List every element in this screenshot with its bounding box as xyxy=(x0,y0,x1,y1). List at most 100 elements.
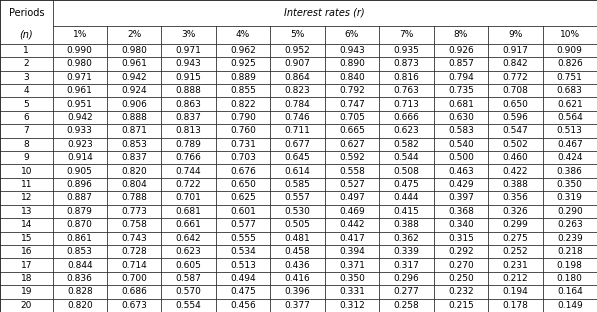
Text: 9%: 9% xyxy=(508,30,522,39)
Text: 18: 18 xyxy=(20,274,32,283)
Text: 0.952: 0.952 xyxy=(285,46,310,55)
Text: 0.943: 0.943 xyxy=(176,59,202,68)
Bar xyxy=(0,218,53,232)
Text: 0.666: 0.666 xyxy=(393,113,419,122)
Bar xyxy=(53,245,107,258)
Bar xyxy=(488,26,543,44)
Bar xyxy=(433,44,488,57)
Bar xyxy=(216,97,270,111)
Bar xyxy=(325,84,379,97)
Bar xyxy=(161,191,216,205)
Bar xyxy=(107,44,161,57)
Bar xyxy=(53,71,107,84)
Bar xyxy=(325,232,379,245)
Text: 0.888: 0.888 xyxy=(121,113,147,122)
Bar xyxy=(53,84,107,97)
Text: 0.879: 0.879 xyxy=(67,207,93,216)
Bar xyxy=(216,57,270,71)
Text: 0.534: 0.534 xyxy=(230,247,256,256)
Bar xyxy=(488,205,543,218)
Text: 0.505: 0.505 xyxy=(285,220,310,229)
Bar xyxy=(379,26,433,44)
Bar xyxy=(161,205,216,218)
Bar xyxy=(161,258,216,272)
Text: 0.713: 0.713 xyxy=(393,100,419,109)
Text: 0.772: 0.772 xyxy=(503,73,528,82)
Bar xyxy=(161,26,216,44)
Bar xyxy=(325,191,379,205)
Bar xyxy=(216,245,270,258)
Bar xyxy=(0,0,53,44)
Text: 0.475: 0.475 xyxy=(393,180,419,189)
Bar xyxy=(433,191,488,205)
Text: 0.415: 0.415 xyxy=(393,207,419,216)
Text: 0.198: 0.198 xyxy=(557,261,583,270)
Text: 0.917: 0.917 xyxy=(503,46,528,55)
Text: 0.614: 0.614 xyxy=(285,167,310,176)
Bar xyxy=(433,84,488,97)
Text: (n): (n) xyxy=(20,30,33,40)
Bar xyxy=(433,151,488,164)
Bar xyxy=(433,138,488,151)
Text: 14: 14 xyxy=(20,220,32,229)
Text: 0.840: 0.840 xyxy=(339,73,365,82)
Bar xyxy=(325,205,379,218)
Bar xyxy=(53,178,107,191)
Text: 16: 16 xyxy=(20,247,32,256)
Text: 0.275: 0.275 xyxy=(503,234,528,243)
Text: 0.312: 0.312 xyxy=(339,301,365,310)
Text: 0.362: 0.362 xyxy=(393,234,419,243)
Text: 8%: 8% xyxy=(454,30,468,39)
Text: 0.760: 0.760 xyxy=(230,126,256,135)
Text: 2: 2 xyxy=(23,59,29,68)
Text: 0.788: 0.788 xyxy=(121,193,147,202)
Text: 0.212: 0.212 xyxy=(503,274,528,283)
Text: 0.270: 0.270 xyxy=(448,261,474,270)
Bar xyxy=(270,258,325,272)
Text: 0.905: 0.905 xyxy=(67,167,93,176)
Text: 0.813: 0.813 xyxy=(176,126,202,135)
Text: 0.961: 0.961 xyxy=(67,86,93,95)
Bar xyxy=(379,232,433,245)
Bar xyxy=(433,178,488,191)
Text: 0.469: 0.469 xyxy=(339,207,365,216)
Text: 0.371: 0.371 xyxy=(339,261,365,270)
Bar xyxy=(161,124,216,138)
Bar xyxy=(379,138,433,151)
Text: 0.943: 0.943 xyxy=(339,46,365,55)
Text: 0.743: 0.743 xyxy=(121,234,147,243)
Text: 0.627: 0.627 xyxy=(339,140,365,149)
Bar xyxy=(270,151,325,164)
Bar xyxy=(270,285,325,299)
Bar xyxy=(53,44,107,57)
Bar xyxy=(325,178,379,191)
Text: 0.570: 0.570 xyxy=(176,287,202,296)
Text: 0.735: 0.735 xyxy=(448,86,474,95)
Text: 0.873: 0.873 xyxy=(393,59,419,68)
Bar xyxy=(543,272,597,285)
Bar xyxy=(161,285,216,299)
Bar xyxy=(488,218,543,232)
Text: 0.681: 0.681 xyxy=(176,207,202,216)
Text: 0.871: 0.871 xyxy=(121,126,147,135)
Text: 0.887: 0.887 xyxy=(67,193,93,202)
Text: 0.728: 0.728 xyxy=(121,247,147,256)
Text: 8: 8 xyxy=(23,140,29,149)
Text: 0.686: 0.686 xyxy=(121,287,147,296)
Bar xyxy=(0,299,53,312)
Text: 0.804: 0.804 xyxy=(121,180,147,189)
Text: 0.544: 0.544 xyxy=(393,153,419,162)
Bar xyxy=(107,258,161,272)
Text: 0.508: 0.508 xyxy=(393,167,419,176)
Bar xyxy=(379,57,433,71)
Text: 0.178: 0.178 xyxy=(503,301,528,310)
Bar xyxy=(433,111,488,124)
Bar xyxy=(0,138,53,151)
Text: 0.790: 0.790 xyxy=(230,113,256,122)
Text: 0.673: 0.673 xyxy=(121,301,147,310)
Bar xyxy=(325,285,379,299)
Text: 0.513: 0.513 xyxy=(557,126,583,135)
Bar xyxy=(325,44,379,57)
Text: 0.530: 0.530 xyxy=(285,207,310,216)
Bar xyxy=(53,205,107,218)
